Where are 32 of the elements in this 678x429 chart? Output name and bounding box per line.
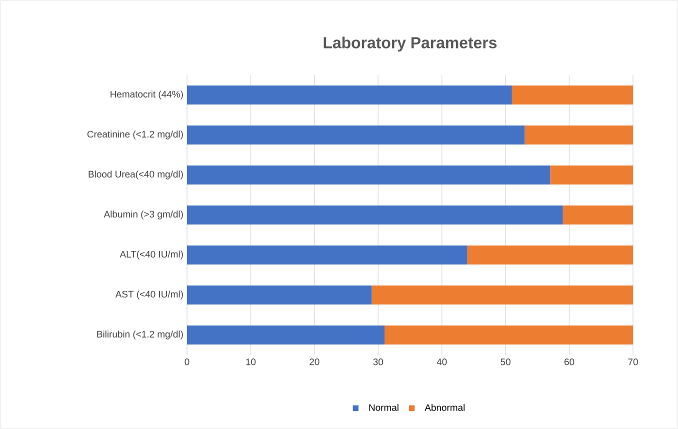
- bar: [187, 166, 550, 185]
- y-tick-label: Bilirubin (<1.2 mg/dl): [97, 330, 183, 340]
- bar: [187, 126, 525, 145]
- y-tick-label: Albumin (>3 gm/dl): [104, 210, 183, 220]
- y-tick-label: Creatinine (<1.2 mg/dl): [87, 130, 183, 140]
- bar: [187, 326, 385, 345]
- x-tick-label: 50: [500, 358, 510, 366]
- bar: [512, 86, 634, 105]
- bar: [372, 286, 634, 305]
- y-tick-label: Hematocrit (44%): [110, 90, 183, 100]
- bar: [187, 206, 563, 225]
- legend-label: Abnormal: [424, 404, 465, 411]
- bar: [187, 286, 372, 305]
- x-tick-label: 30: [373, 358, 384, 366]
- bar: [562, 206, 634, 225]
- y-tick-label: AST (<40 IU/ml): [115, 290, 183, 300]
- x-tick-label: 40: [436, 358, 447, 366]
- bar: [384, 326, 634, 345]
- x-tick-label: 0: [184, 358, 190, 366]
- y-tick-label: Blood Urea(<40 mg/dl): [88, 170, 183, 180]
- y-tick-label: ALT(<40 IU/ml): [120, 250, 183, 260]
- x-tick-label: 60: [564, 358, 574, 366]
- legend-label: Normal: [369, 404, 398, 411]
- bar: [550, 166, 634, 185]
- x-tick-label: 70: [628, 358, 638, 366]
- bar: [467, 246, 634, 265]
- bar: [187, 86, 512, 105]
- bar: [187, 246, 468, 265]
- bar: [524, 126, 634, 145]
- x-tick-label: 20: [310, 358, 320, 366]
- chart-title: Laboratory Parameters: [324, 36, 497, 52]
- x-tick-label: 10: [246, 358, 256, 366]
